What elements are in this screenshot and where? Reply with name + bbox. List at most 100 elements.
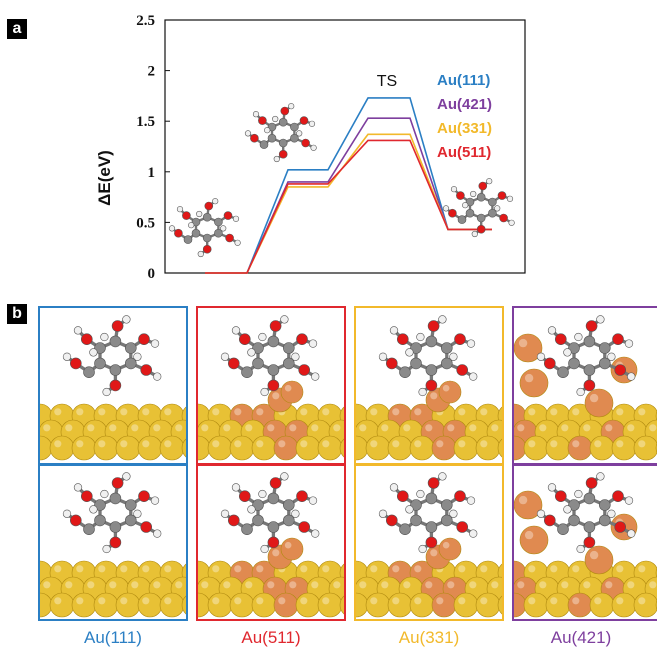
atom bbox=[94, 514, 106, 527]
atom-highlight bbox=[76, 440, 84, 448]
atom-highlight bbox=[517, 581, 525, 589]
atom bbox=[449, 509, 458, 518]
metal-atom bbox=[317, 435, 343, 461]
atom-highlight bbox=[65, 581, 73, 589]
atom bbox=[378, 509, 388, 518]
metal-atom bbox=[514, 333, 543, 363]
atom bbox=[202, 233, 212, 243]
metal-atom bbox=[431, 592, 457, 618]
atom bbox=[396, 490, 409, 502]
atom bbox=[457, 215, 467, 224]
atom bbox=[62, 509, 72, 518]
atom-highlight bbox=[212, 440, 220, 448]
atom bbox=[138, 490, 150, 502]
atom bbox=[241, 523, 253, 535]
atom-highlight bbox=[370, 408, 378, 416]
metal-atom bbox=[567, 592, 593, 618]
atom bbox=[563, 348, 572, 357]
atom-highlight bbox=[289, 424, 297, 432]
atom bbox=[506, 195, 514, 202]
atom bbox=[508, 219, 515, 226]
atom bbox=[252, 111, 260, 118]
surface-panel-au111 bbox=[38, 306, 188, 621]
atom bbox=[196, 210, 203, 218]
atom bbox=[202, 212, 212, 222]
metal-atom bbox=[251, 435, 277, 461]
atom bbox=[425, 521, 438, 533]
atom bbox=[568, 357, 580, 370]
atom-highlight bbox=[638, 597, 646, 605]
atom-highlight bbox=[605, 581, 613, 589]
atom bbox=[576, 387, 585, 397]
metal-atom bbox=[339, 438, 344, 458]
metal-atom bbox=[584, 545, 614, 575]
atom bbox=[291, 352, 300, 361]
atom bbox=[283, 342, 295, 354]
atom bbox=[568, 499, 580, 511]
atom-highlight bbox=[517, 424, 525, 432]
metal-atom bbox=[584, 388, 614, 418]
atom-highlight bbox=[98, 597, 106, 605]
atom bbox=[469, 529, 478, 538]
atom-highlight bbox=[54, 565, 62, 573]
atom bbox=[280, 472, 289, 481]
atom-highlight bbox=[414, 597, 422, 605]
metal-atom bbox=[229, 592, 255, 618]
atom bbox=[223, 211, 233, 220]
metal-atom bbox=[409, 592, 435, 618]
atom bbox=[133, 509, 142, 518]
atom-highlight bbox=[54, 597, 62, 605]
surface-panel-au421 bbox=[512, 306, 657, 621]
atom bbox=[536, 509, 546, 518]
metal-atom bbox=[71, 435, 97, 461]
atom bbox=[450, 186, 458, 193]
au111-structure-image bbox=[40, 315, 186, 618]
atom bbox=[385, 514, 398, 527]
atom-highlight bbox=[370, 565, 378, 573]
atom bbox=[418, 544, 427, 554]
panel-divider bbox=[356, 463, 502, 466]
metal-atom bbox=[387, 592, 413, 618]
atom-highlight bbox=[278, 440, 286, 448]
metal-atom bbox=[387, 435, 413, 461]
atom bbox=[410, 499, 422, 511]
metal-atom bbox=[137, 592, 163, 618]
atom bbox=[83, 366, 95, 378]
metal-atom bbox=[317, 592, 343, 618]
atom-highlight bbox=[142, 565, 150, 573]
atom bbox=[278, 117, 288, 127]
metal-atom bbox=[611, 592, 637, 618]
metal-atom bbox=[137, 435, 163, 461]
atom bbox=[267, 133, 277, 143]
au331-structure-image bbox=[356, 315, 502, 618]
atom bbox=[232, 215, 240, 222]
atom-highlight bbox=[480, 597, 488, 605]
atom-highlight bbox=[234, 597, 242, 605]
atom bbox=[442, 205, 450, 212]
atom-highlight bbox=[322, 440, 330, 448]
atom bbox=[599, 357, 611, 370]
atom bbox=[456, 364, 468, 376]
metal-atom bbox=[453, 592, 479, 618]
atom-highlight bbox=[447, 581, 455, 589]
metal-atom bbox=[207, 435, 233, 461]
atom bbox=[476, 192, 486, 202]
metal-atom bbox=[633, 592, 657, 618]
atom-highlight bbox=[201, 581, 209, 589]
ts-annotation: TS bbox=[377, 73, 397, 90]
atom bbox=[471, 230, 478, 238]
atom-highlight bbox=[561, 424, 569, 432]
atom-highlight bbox=[359, 581, 367, 589]
metal-atom bbox=[409, 435, 435, 461]
metal-atom bbox=[273, 592, 299, 618]
atom bbox=[585, 320, 598, 332]
atom-highlight bbox=[43, 581, 51, 589]
atom-highlight bbox=[175, 424, 183, 432]
atom bbox=[197, 250, 204, 258]
atom-highlight bbox=[414, 565, 422, 573]
atom-highlight bbox=[223, 424, 231, 432]
atom bbox=[596, 315, 605, 324]
atom bbox=[153, 372, 162, 381]
atom-highlight bbox=[109, 581, 117, 589]
atom bbox=[252, 514, 264, 527]
